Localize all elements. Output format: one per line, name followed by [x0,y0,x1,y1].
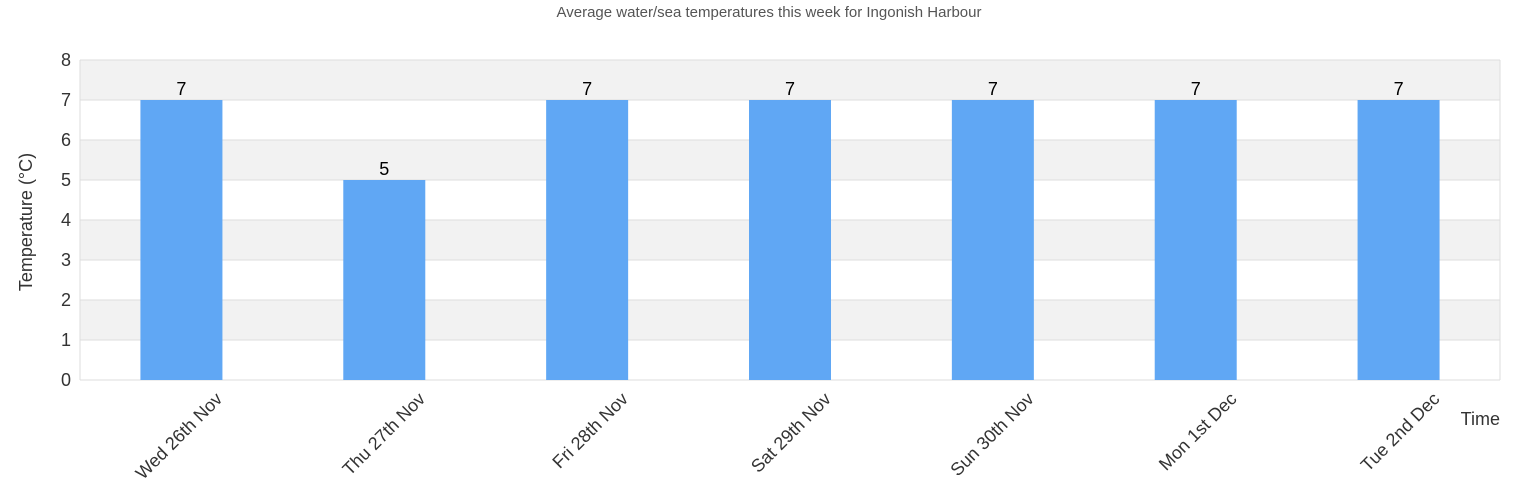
bar [546,100,629,380]
y-tick-label: 3 [61,250,71,270]
y-tick-label: 8 [61,50,71,70]
data-label: 7 [176,79,186,99]
bar [1357,100,1440,380]
data-label: 7 [582,79,592,99]
y-tick-label: 1 [61,330,71,350]
bars [140,100,1440,380]
y-tick-label: 2 [61,290,71,310]
x-axis-ticks: Wed 26th Nov Thu 27th Nov Fri 28th Nov Sat … [132,389,1444,484]
x-axis-label: Time [1461,409,1500,429]
bar [140,100,223,380]
data-label: 7 [1394,79,1404,99]
y-axis-label: Temperature (°C) [16,153,36,291]
x-tick-label: Mon 1st Dec [1155,389,1241,475]
y-tick-label: 0 [61,370,71,390]
data-label: 7 [785,79,795,99]
bar [343,180,426,380]
y-tick-label: 4 [61,210,71,230]
y-tick-label: 6 [61,130,71,150]
x-tick-label: Thu 27th Nov [339,389,430,480]
x-tick-label: Fri 28th Nov [548,389,631,472]
y-axis-ticks: 0 1 2 3 4 5 6 7 8 [61,50,71,390]
data-labels: 7 5 7 7 7 7 7 [176,79,1403,179]
y-tick-label: 7 [61,90,71,110]
data-label: 7 [988,79,998,99]
x-tick-label: Sun 30th Nov [946,389,1037,480]
data-label: 7 [1191,79,1201,99]
bar [951,100,1034,380]
data-label: 5 [379,159,389,179]
bar [1154,100,1237,380]
x-tick-label: Wed 26th Nov [132,389,227,484]
chart-title: Average water/sea temperatures this week… [557,4,982,21]
x-tick-label: Sat 29th Nov [747,389,835,477]
x-tick-label: Tue 2nd Dec [1357,389,1444,476]
y-tick-label: 5 [61,170,71,190]
grid-band [80,60,1500,100]
bar [749,100,831,380]
